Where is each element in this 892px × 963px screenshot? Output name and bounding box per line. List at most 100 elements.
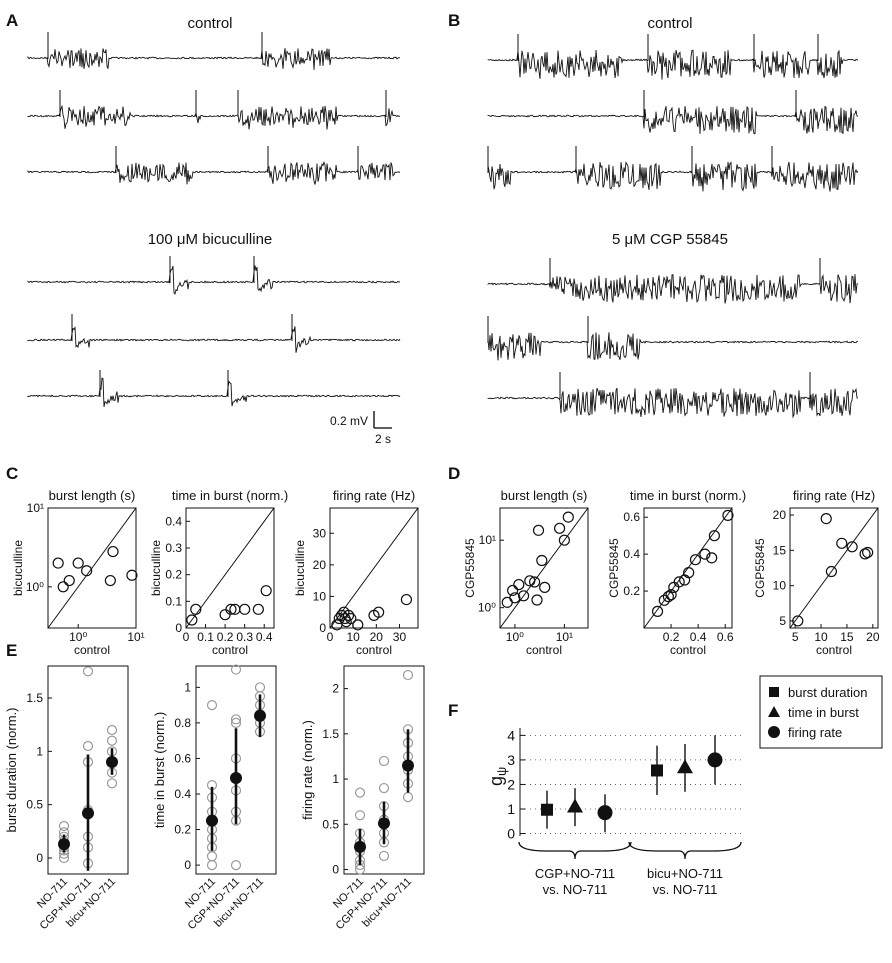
legend-entry: firing rate: [788, 725, 842, 740]
y-tick-label: 2: [332, 682, 339, 696]
identity-line: [329, 507, 419, 629]
scale-bar-time: 2 s: [375, 432, 391, 446]
mean-marker: [206, 814, 218, 827]
panel-d-plots: 10⁰ 10⁰ 10¹ 10¹ burst length (s) control CGP55…: [463, 488, 880, 657]
panel-letter-f: F: [448, 701, 458, 720]
y-tick-label: 0.6: [174, 751, 191, 765]
axes-box: [499, 507, 589, 629]
trace-b-control-1: [487, 49, 859, 80]
mean-marker: [402, 759, 414, 772]
y-tick-label: 0: [184, 858, 191, 872]
data-point: [230, 717, 242, 728]
legend-marker-square: [769, 687, 779, 697]
data-point: [673, 576, 685, 588]
data-point: [206, 860, 218, 871]
y-axis-label: bicuculline: [149, 540, 163, 596]
x-axis-label: control: [212, 643, 248, 657]
data-point: [658, 594, 670, 606]
data-point: [402, 669, 414, 681]
data-point: [58, 820, 70, 832]
mean-marker: [354, 840, 366, 853]
y-tick-label: 1.5: [26, 691, 43, 705]
x-tick-label: 5: [792, 630, 799, 644]
plot-title: burst length (s): [49, 488, 136, 503]
data-point: [722, 509, 734, 521]
panel-letter-a: A: [6, 11, 18, 30]
y-tick-label: 20: [313, 558, 327, 572]
y-axis-label-sub: ψ: [494, 767, 509, 776]
y-tick-label: 0: [507, 826, 515, 842]
data-point: [342, 609, 355, 621]
data-point: [708, 530, 721, 542]
data-point: [239, 603, 251, 615]
y-axis-label: firing rate (norm.): [300, 720, 315, 820]
data-point: [225, 603, 237, 615]
x-axis-label: control: [74, 643, 110, 657]
y-tick-label: 0.2: [165, 568, 182, 582]
data-point: [72, 557, 84, 569]
y-tick-label: 0.5: [26, 798, 43, 812]
panel-c-firing-rate: 00 10 10 20 20 30 30 firing rate (Hz) control bic…: [293, 488, 419, 657]
axes-box: [329, 507, 419, 629]
y-tick-label: 1: [332, 772, 339, 786]
y-tick-label: 0.3: [165, 541, 182, 555]
y-tick-label: 4: [507, 727, 515, 743]
y-tick-label: 0.4: [174, 787, 191, 801]
data-point: [539, 581, 551, 593]
data-point: [219, 609, 231, 621]
data-point: [373, 606, 385, 618]
x-tick-label: 0: [183, 630, 190, 644]
mean-marker: [230, 772, 242, 784]
y-tick-label: 0.4: [623, 547, 640, 561]
data-point: [230, 714, 242, 725]
y-axis-label: CGP55845: [463, 538, 477, 598]
data-point: [532, 524, 545, 536]
identity-line: [789, 507, 879, 629]
trace-b-cgp-3: [487, 387, 859, 419]
x-tick-label: 0.6: [717, 630, 734, 644]
data-point: [378, 782, 390, 794]
x-tick-label: 0.2: [663, 630, 680, 644]
y-tick-label: 1.5: [322, 727, 339, 741]
data-point: [400, 593, 413, 606]
x-tick-label: 0.4: [690, 630, 707, 644]
data-point: [378, 755, 390, 767]
axes-box: [47, 665, 129, 875]
legend-marker-triangle: [768, 706, 780, 717]
y-tick-label: 15: [773, 543, 787, 557]
data-point: [792, 615, 804, 627]
y-tick-label: 1: [36, 744, 43, 758]
data-point: [260, 585, 272, 597]
trace-a-control-3: [27, 160, 401, 185]
data-point: [206, 700, 218, 711]
panel-b-traces: [487, 34, 859, 419]
y-axis-label: bicuculline: [11, 540, 25, 596]
axes-box: [47, 507, 137, 629]
axes-box: [789, 507, 879, 629]
data-point: [501, 596, 513, 608]
legend-entry: burst duration: [788, 685, 868, 700]
y-tick-label: 30: [313, 526, 327, 540]
data-point: [52, 557, 64, 569]
data-point: [836, 537, 848, 549]
marker-time-in-burst: [567, 798, 583, 813]
data-point: [126, 569, 138, 581]
trace-b-cgp-2: [487, 332, 858, 361]
y-tick-label: 10: [313, 589, 327, 603]
data-point: [820, 512, 832, 525]
panel-c-burst-length: 10⁰ 10⁰ 10¹ 10¹ burst length (s) control bicuc…: [11, 488, 145, 657]
y-axis-label-g: g: [486, 776, 506, 786]
legend: [759, 675, 883, 749]
x-tick-label: 0: [327, 630, 334, 644]
panel-b-drug-title: 5 μM CGP 55845: [612, 231, 728, 248]
group-label: vs. NO-711: [543, 882, 608, 897]
data-point: [58, 852, 70, 864]
x-tick-label: 10: [814, 630, 828, 644]
y-tick-label: 0: [319, 621, 326, 635]
x-tick-label: 20: [866, 630, 880, 644]
